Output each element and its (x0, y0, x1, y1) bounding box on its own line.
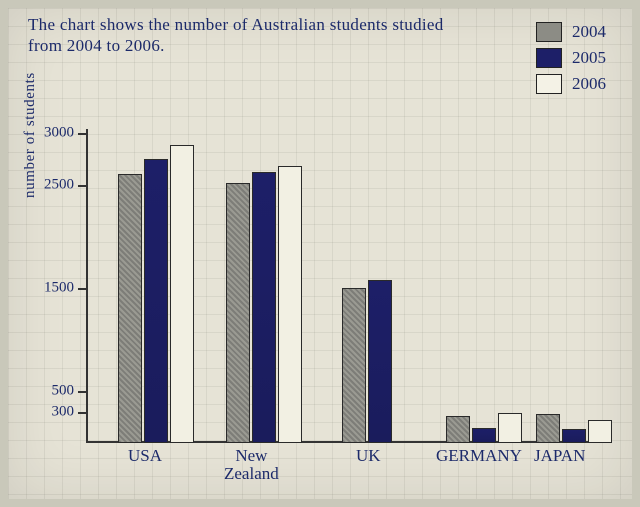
y-tick-label: 300 (52, 404, 75, 421)
y-axis (86, 129, 88, 443)
category-label: New Zealand (224, 447, 279, 483)
bar-group (118, 145, 194, 443)
y-tick (78, 391, 86, 393)
bar-group (536, 414, 612, 443)
bar-group (446, 413, 522, 443)
bar (144, 159, 168, 443)
bar (472, 428, 496, 444)
legend-swatch (536, 48, 562, 68)
legend-label: 2005 (572, 48, 606, 68)
y-tick-label: 2500 (44, 176, 74, 193)
y-tick (78, 185, 86, 187)
category-label: UK (356, 447, 381, 465)
legend-swatch (536, 22, 562, 42)
bar (446, 416, 470, 443)
y-tick-label: 1500 (44, 280, 74, 297)
bar (252, 172, 276, 443)
category-label: USA (128, 447, 162, 465)
bar (562, 429, 586, 443)
bar (118, 174, 142, 443)
legend: 2004 2005 2006 (536, 22, 606, 100)
graph-paper: The chart shows the number of Australian… (8, 8, 632, 499)
y-tick (78, 133, 86, 135)
legend-item: 2004 (536, 22, 606, 42)
legend-item: 2005 (536, 48, 606, 68)
legend-label: 2004 (572, 22, 606, 42)
bar (170, 145, 194, 443)
bar (588, 420, 612, 443)
bar (368, 280, 392, 443)
y-tick (78, 412, 86, 414)
legend-label: 2006 (572, 74, 606, 94)
bar (536, 414, 560, 443)
category-label: JAPAN (534, 447, 585, 465)
bar-group (342, 280, 392, 443)
bar (342, 288, 366, 443)
legend-swatch (536, 74, 562, 94)
legend-item: 2006 (536, 74, 606, 94)
bar (226, 183, 250, 443)
bar-group (226, 166, 302, 443)
y-tick-label: 3000 (44, 125, 74, 142)
y-tick (78, 288, 86, 290)
bar (498, 413, 522, 443)
bar (278, 166, 302, 443)
category-label: GERMANY (436, 447, 522, 465)
y-axis-title: number of students (22, 72, 39, 198)
chart-title: The chart shows the number of Australian… (28, 14, 458, 57)
y-tick-label: 500 (52, 383, 75, 400)
plot-area: 300500150025003000USANew ZealandUKGERMAN… (86, 133, 606, 443)
